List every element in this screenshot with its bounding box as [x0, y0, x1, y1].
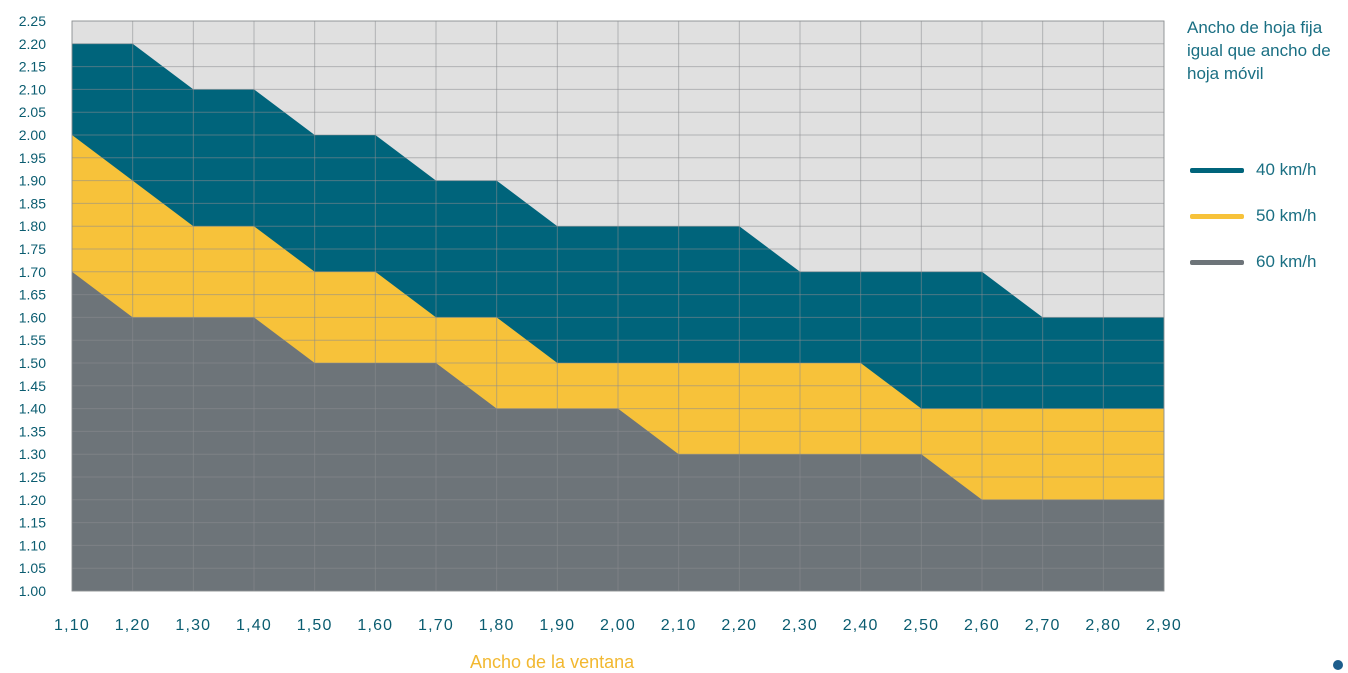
x-tick-label: 2,50: [903, 617, 939, 634]
y-tick-label: 2.25: [19, 13, 46, 29]
x-tick-label: 2,80: [1085, 617, 1121, 634]
legend-item-50: 50 km/h: [1190, 205, 1316, 227]
y-tick-label: 1.90: [19, 173, 46, 189]
x-tick-label: 1,90: [539, 617, 575, 634]
y-tick-label: 1.40: [19, 401, 46, 417]
y-tick-label: 2.10: [19, 81, 46, 97]
y-tick-label: 2.20: [19, 36, 46, 52]
y-tick-label: 1.20: [19, 492, 46, 508]
x-tick-label: 2,00: [600, 617, 636, 634]
x-tick-label: 2,90: [1146, 617, 1182, 634]
y-tick-label: 1.60: [19, 309, 46, 325]
x-axis-ticks: 1,10 1,20 1,30 1,40 1,50 1,60 1,70 1,80 1,90 2,00…: [54, 617, 1182, 634]
legend-title: Ancho de hoja fija igual que ancho de ho…: [1187, 18, 1331, 83]
y-tick-label: 1.50: [19, 355, 46, 371]
y-tick-label: 1.75: [19, 241, 46, 257]
x-tick-label: 2,60: [964, 617, 1000, 634]
x-tick-label: 2,20: [721, 617, 757, 634]
legend-label: 50 km/h: [1256, 206, 1317, 225]
y-tick-label: 1.05: [19, 560, 46, 576]
y-tick-label: 1.25: [19, 469, 46, 485]
plot-frame: [71, 20, 1165, 592]
y-tick-label: 1.65: [19, 287, 46, 303]
grid-lines: [71, 20, 1165, 592]
x-tick-label: 1,70: [418, 617, 454, 634]
y-tick-label: 1.85: [19, 195, 46, 211]
x-tick-label: 1,60: [357, 617, 393, 634]
y-tick-label: 2.00: [19, 127, 46, 143]
x-tick-label: 1,40: [236, 617, 272, 634]
y-tick-label: 1.00: [19, 583, 46, 599]
y-tick-label: 1.70: [19, 264, 46, 280]
y-tick-label: 1.30: [19, 446, 46, 462]
x-tick-label: 1,30: [175, 617, 211, 634]
x-tick-label: 2,70: [1025, 617, 1061, 634]
x-tick-label: 2,10: [661, 617, 697, 634]
y-tick-label: 1.10: [19, 537, 46, 553]
legend-label: 40 km/h: [1256, 160, 1317, 179]
y-tick-label: 2.05: [19, 104, 46, 120]
x-axis-title: Ancho de la ventana: [470, 652, 635, 672]
x-tick-label: 1,80: [479, 617, 515, 634]
legend-swatch: [1190, 213, 1244, 219]
legend-item-60: 60 km/h: [1190, 251, 1316, 273]
y-tick-label: 1.45: [19, 378, 46, 394]
y-tick-label: 1.15: [19, 515, 46, 531]
x-tick-label: 2,40: [843, 617, 879, 634]
x-tick-label: 1,20: [115, 617, 151, 634]
x-tick-label: 1,10: [54, 617, 90, 634]
legend-swatch: [1190, 167, 1244, 173]
y-tick-label: 1.80: [19, 218, 46, 234]
legend-item-40: 40 km/h: [1190, 159, 1316, 181]
corner-dot: [1333, 660, 1343, 670]
y-tick-label: 1.35: [19, 423, 46, 439]
y-axis-ticks: 2.25 2.20 2.15 2.10 2.05 2.00 1.95 1.90 1.85 1.80…: [19, 13, 46, 599]
legend-swatch: [1190, 259, 1244, 265]
y-tick-label: 2.15: [19, 59, 46, 75]
legend-label: 60 km/h: [1256, 252, 1317, 271]
x-tick-label: 1,50: [297, 617, 333, 634]
y-tick-label: 1.95: [19, 150, 46, 166]
x-tick-label: 2,30: [782, 617, 818, 634]
y-tick-label: 1.55: [19, 332, 46, 348]
